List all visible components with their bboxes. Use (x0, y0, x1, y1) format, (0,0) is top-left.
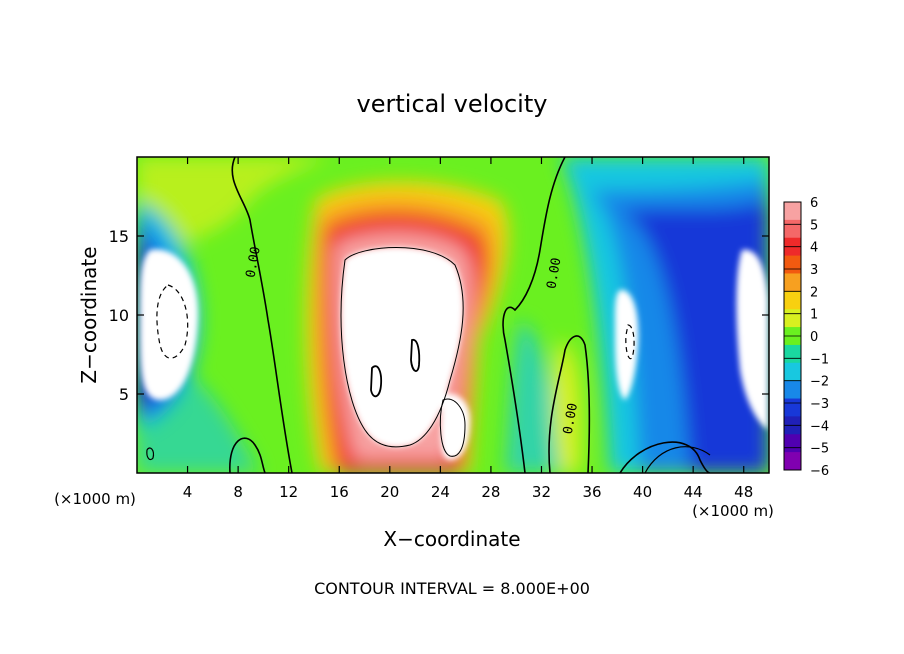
colorbar-label: 5 (810, 218, 818, 233)
colorbar-swatch (784, 398, 801, 417)
colorbar-label: 1 (810, 308, 818, 323)
colorbar-label: 2 (810, 285, 818, 300)
contour-line (410, 339, 421, 372)
x-tick-label: 4 (183, 483, 193, 501)
colorbar-label: 0 (810, 330, 818, 345)
contour-line (229, 437, 266, 473)
x-tick-label: 24 (431, 483, 450, 501)
colorbar-label: −2 (810, 375, 829, 390)
colorbar-label: −3 (810, 397, 829, 412)
contour-label: 0.00 (544, 257, 564, 290)
colorbar-swatch (784, 202, 801, 221)
contour-line (231, 157, 293, 473)
contour-line (370, 365, 383, 398)
contour-line (548, 335, 591, 473)
x-tick-label: 48 (734, 483, 753, 501)
field-core-layer (140, 247, 768, 460)
x-tick-label: 28 (481, 483, 500, 501)
colorbar-swatch (784, 434, 801, 453)
x-tick-label: 36 (582, 483, 601, 501)
y-axis-ticks: 5 10 15 (109, 227, 769, 404)
y-axis-label: Z−coordinate (77, 246, 101, 383)
colorbar-label: −4 (810, 419, 829, 434)
colorbar-label: 3 (810, 263, 818, 278)
x-axis-label: X−coordinate (383, 527, 520, 551)
x-tick-label: 44 (684, 483, 703, 501)
x-units-left: (×1000 m) (54, 490, 136, 508)
contour-line (146, 447, 155, 461)
contour-line (156, 284, 189, 359)
contour-line (340, 247, 464, 448)
y-tick-label: 5 (119, 385, 129, 404)
x-tick-label: 12 (279, 483, 298, 501)
colorbar-swatch (784, 452, 801, 471)
contour-line (439, 398, 466, 457)
x-tick-label: 20 (380, 483, 399, 501)
x-tick-label: 8 (233, 483, 243, 501)
colorbar: 6 5 4 3 2 1 0 −1 −2 −3 −4 −5 −6 (783, 196, 829, 479)
y-tick-label: 10 (109, 306, 129, 325)
colorbar-swatch (784, 344, 801, 364)
contour-line (625, 324, 635, 360)
chart-title: vertical velocity (357, 90, 548, 118)
x-tick-label: 40 (633, 483, 652, 501)
contour-label: 0.00 (561, 402, 581, 435)
contour-label: 0.00 (244, 246, 264, 279)
colorbar-swatch (784, 219, 801, 239)
colorbar-swatch (784, 380, 801, 400)
x-tick-label: 16 (330, 483, 349, 501)
colorbar-label: −6 (810, 464, 829, 479)
y-tick-label: 15 (109, 227, 129, 246)
contour-lines (146, 157, 711, 473)
colorbar-label: 6 (810, 196, 818, 211)
colorbar-swatch (784, 309, 801, 328)
colorbar-label: −5 (810, 442, 829, 457)
contour-line (502, 157, 566, 473)
x-axis-ticks: 4 8 12 16 20 24 28 32 36 40 44 48 (183, 157, 753, 501)
plot-area (137, 157, 769, 473)
colorbar-label: 4 (810, 241, 818, 256)
x-tick-label: 32 (532, 483, 551, 501)
contour-line (644, 446, 711, 473)
contour-labels: 0.00 0.00 0.00 (244, 246, 581, 436)
colorbar-label: −1 (810, 352, 829, 367)
colorbar-swatch (784, 273, 801, 292)
colorbar-swatch (784, 291, 801, 310)
colorbar-swatch (784, 362, 801, 382)
contour-interval-footer: CONTOUR INTERVAL = 8.000E+00 (314, 579, 590, 598)
x-units-right: (×1000 m) (692, 502, 774, 520)
contour-line (619, 441, 711, 473)
colorbar-swatch (784, 255, 801, 274)
